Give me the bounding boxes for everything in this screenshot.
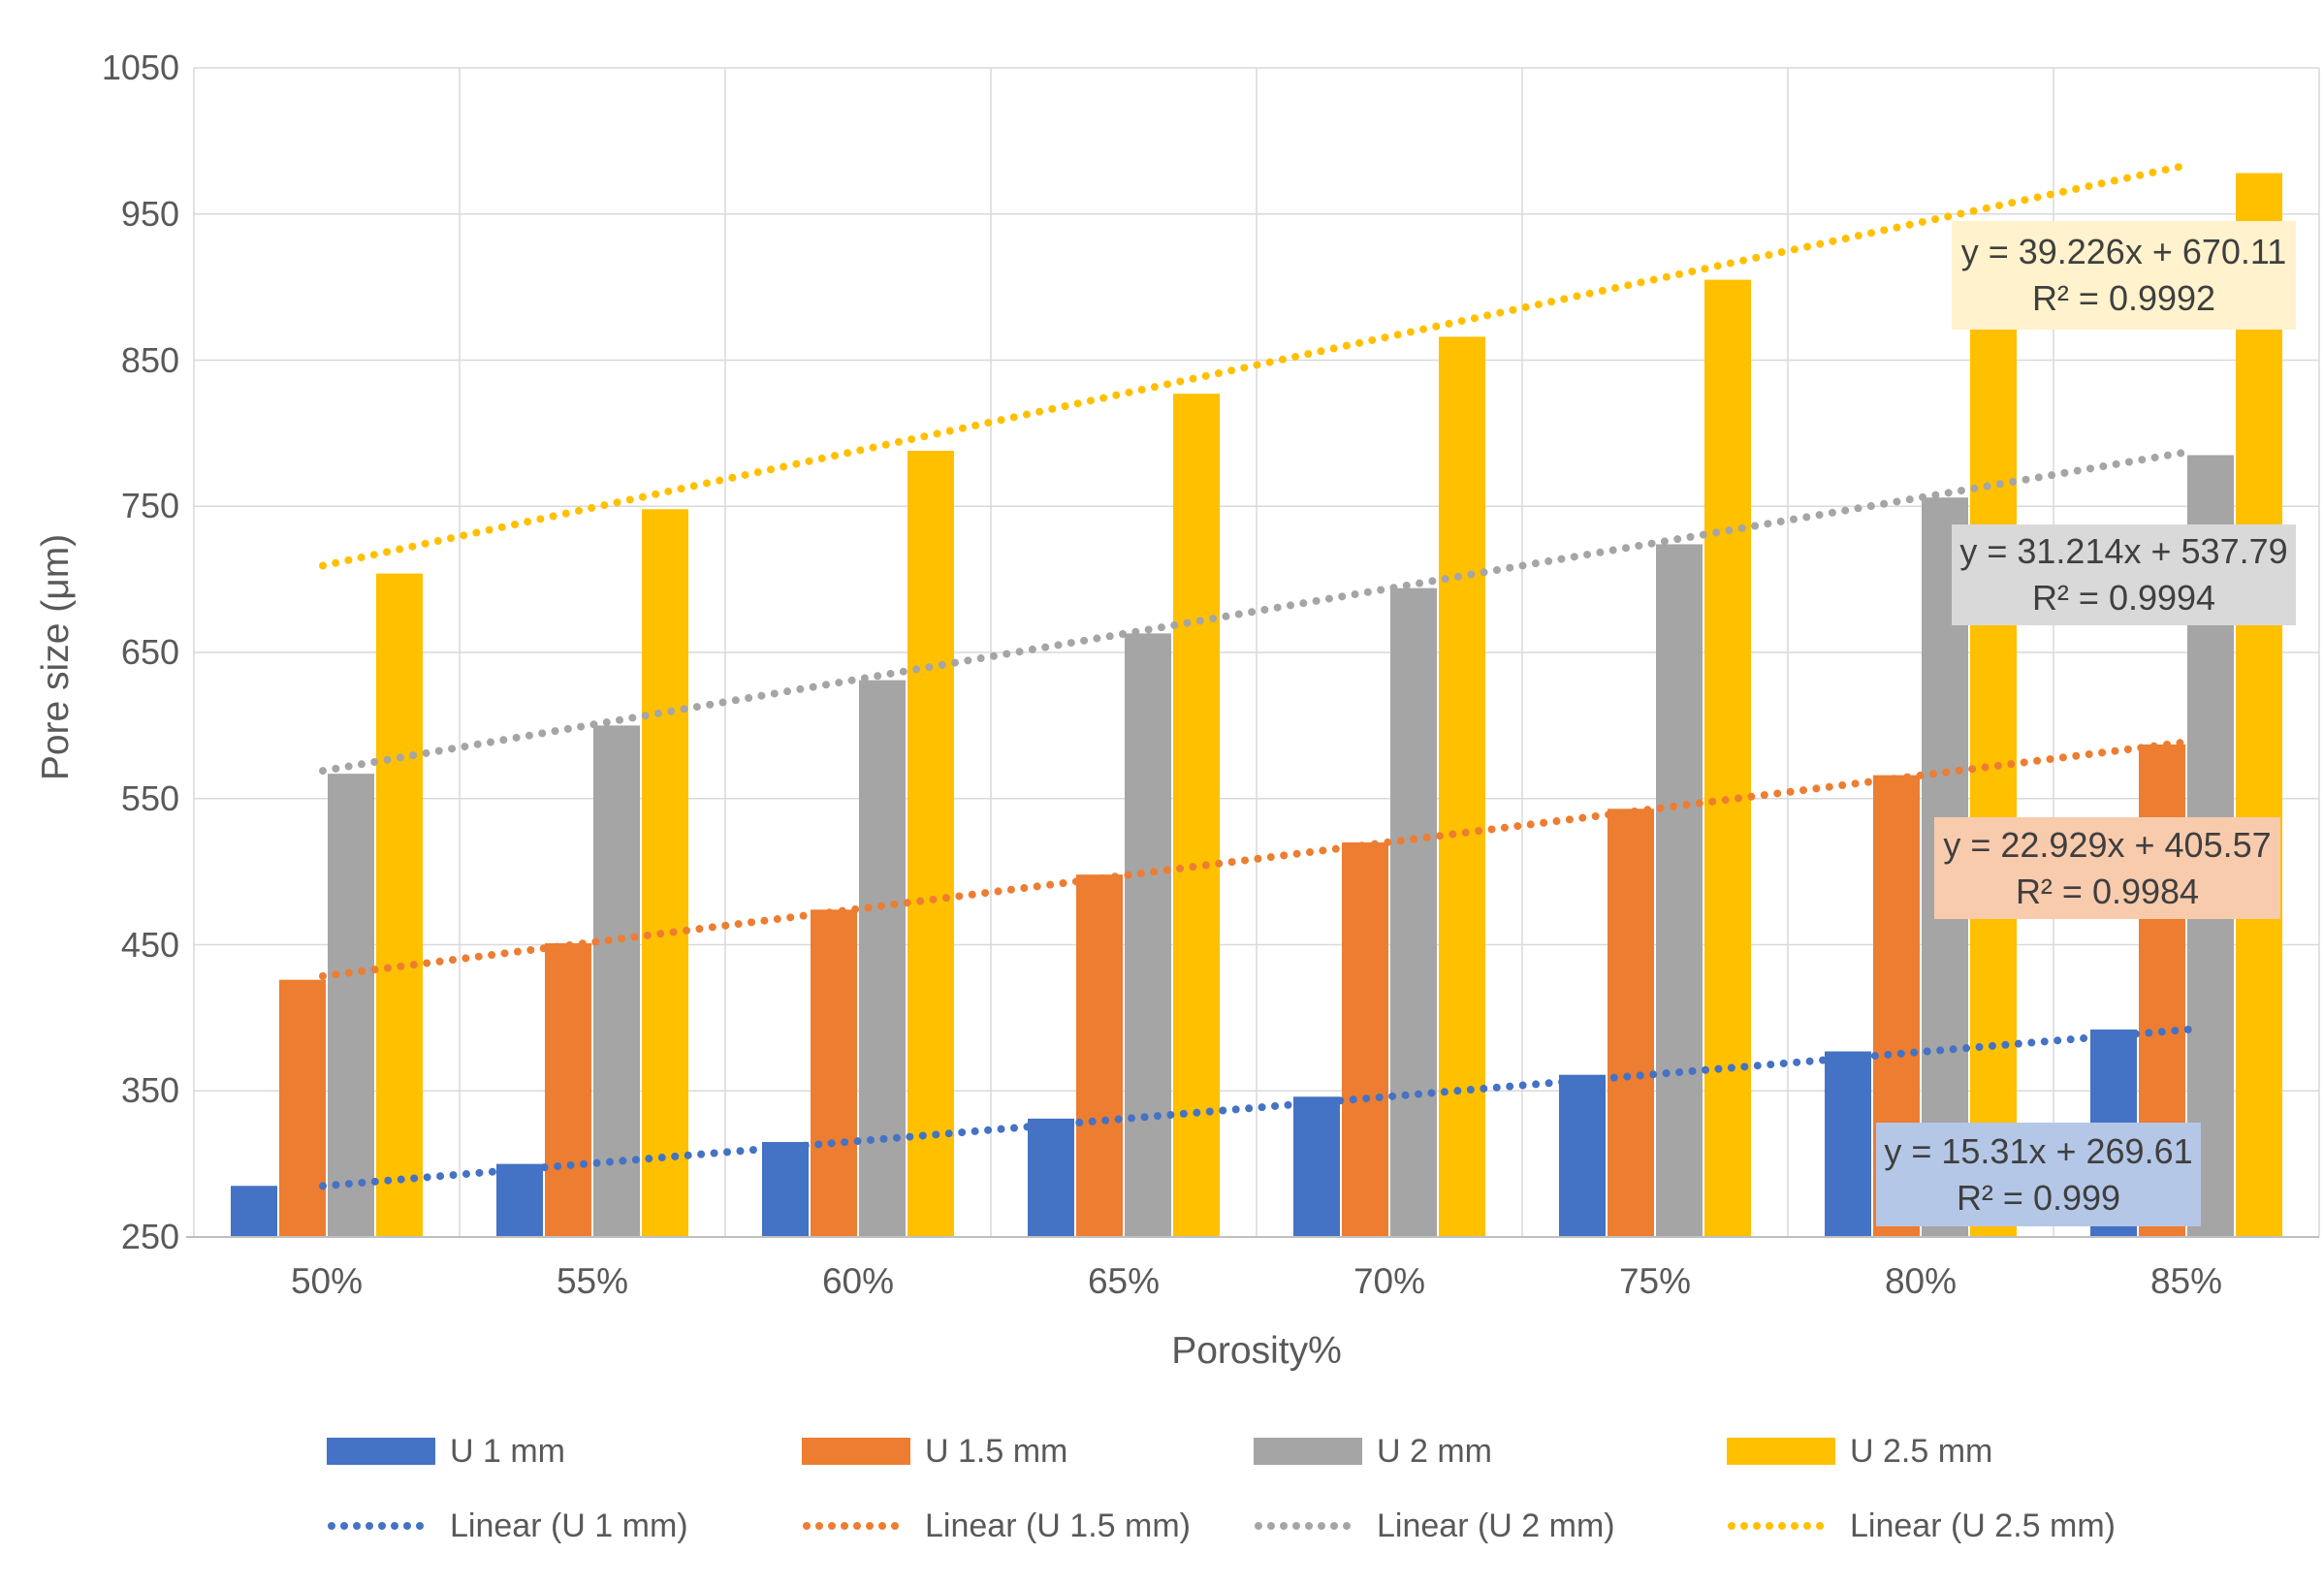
legend-item-u-1-mm: U 1 mm bbox=[327, 1434, 565, 1469]
trendline-equation-box-u2-5mm: y = 39.226x + 670.11 R² = 0.9992 bbox=[1952, 221, 2296, 330]
legend-label: U 1.5 mm bbox=[925, 1433, 1068, 1470]
legend-color-swatch bbox=[1727, 1438, 1835, 1465]
bar-u-2-5-mm-80% bbox=[1970, 225, 2017, 1237]
bar-u-2-5-mm-60% bbox=[907, 450, 954, 1238]
bar-u-1-5-mm-70% bbox=[1342, 841, 1388, 1237]
legend-linear-item-u-2-5-mm: Linear (U 2.5 mm) bbox=[1727, 1508, 2116, 1543]
legend-label: Linear (U 2.5 mm) bbox=[1850, 1507, 2116, 1544]
equation-text: y = 31.214x + 537.79 bbox=[1959, 531, 2288, 571]
bar-u-2-5-mm-85% bbox=[2236, 173, 2282, 1237]
legend-linear-item-u-1-5-mm: Linear (U 1.5 mm) bbox=[802, 1508, 1191, 1543]
trendline-u-2-mm bbox=[319, 447, 2194, 776]
trendline-u-2-5-mm bbox=[319, 160, 2194, 570]
y-tick-label: 550 bbox=[120, 777, 179, 818]
bar-u-1-5-mm-75% bbox=[1608, 809, 1654, 1237]
bar-u-1-mm-60% bbox=[762, 1142, 809, 1237]
bar-u-2-mm-55% bbox=[593, 725, 640, 1237]
bar-u-2-5-mm-50% bbox=[376, 573, 423, 1237]
legend-linear-item-u-2-mm: Linear (U 2 mm) bbox=[1254, 1508, 1615, 1543]
x-tick-label: 85% bbox=[2149, 1261, 2223, 1301]
x-axis-title: Porosity% bbox=[1171, 1330, 1342, 1372]
r-squared-text: R² = 0.9994 bbox=[2031, 578, 2216, 618]
x-tick-label: 55% bbox=[556, 1261, 629, 1301]
r-squared-text: R² = 0.999 bbox=[1956, 1177, 2121, 1218]
bar-u-1-5-mm-55% bbox=[545, 942, 591, 1237]
legend-dotted-line-swatch bbox=[1728, 1522, 1834, 1530]
legend-dotted-line-swatch bbox=[1255, 1522, 1361, 1530]
equation-text: y = 39.226x + 670.11 bbox=[1960, 232, 2287, 271]
bar-u-2-5-mm-75% bbox=[1704, 279, 1751, 1237]
legend-color-swatch bbox=[802, 1438, 910, 1465]
x-tick-label: 65% bbox=[1087, 1261, 1161, 1301]
bar-u-1-mm-75% bbox=[1559, 1074, 1606, 1237]
bar-u-1-5-mm-50% bbox=[279, 979, 326, 1237]
legend-color-swatch bbox=[1254, 1438, 1362, 1465]
legend-color-swatch bbox=[327, 1438, 435, 1465]
legend-label: U 2.5 mm bbox=[1850, 1433, 1993, 1470]
bar-u-2-mm-60% bbox=[859, 680, 906, 1237]
bar-u-1-5-mm-60% bbox=[811, 909, 857, 1237]
legend-dotted-line-swatch bbox=[328, 1522, 434, 1530]
legend-dotted-line-swatch bbox=[803, 1522, 909, 1530]
bar-u-2-mm-65% bbox=[1125, 633, 1171, 1237]
bar-u-1-mm-55% bbox=[496, 1163, 543, 1237]
legend-linear-item-u-1-mm: Linear (U 1 mm) bbox=[327, 1508, 688, 1543]
y-tick-label: 1050 bbox=[101, 48, 179, 87]
legend-label: Linear (U 1 mm) bbox=[450, 1507, 688, 1544]
bar-u-1-mm-50% bbox=[231, 1186, 277, 1237]
bar-u-2-mm-50% bbox=[328, 774, 374, 1237]
legend-item-u-2-mm: U 2 mm bbox=[1254, 1434, 1492, 1469]
y-tick-label: 250 bbox=[120, 1217, 179, 1256]
trendline-equation-box-u1-5mm: y = 22.929x + 405.57 R² = 0.9984 bbox=[1934, 817, 2280, 919]
x-tick-label: 60% bbox=[821, 1261, 895, 1301]
bar-u-2-5-mm-65% bbox=[1173, 394, 1220, 1237]
x-tick-label: 70% bbox=[1353, 1261, 1426, 1301]
legend-label: Linear (U 1.5 mm) bbox=[925, 1507, 1191, 1544]
bar-u-2-mm-75% bbox=[1656, 544, 1703, 1237]
y-tick-label: 850 bbox=[120, 339, 179, 380]
r-squared-text: R² = 0.9984 bbox=[2015, 871, 2200, 911]
bar-u-1-mm-70% bbox=[1293, 1096, 1340, 1237]
y-tick-label: 350 bbox=[120, 1070, 179, 1111]
y-tick-label: 950 bbox=[120, 193, 179, 234]
x-tick-label: 50% bbox=[290, 1261, 364, 1301]
equation-text: y = 22.929x + 405.57 bbox=[1943, 824, 2272, 865]
trendline-u-1-5-mm bbox=[319, 737, 2194, 980]
r-squared-text: R² = 0.9992 bbox=[2031, 278, 2216, 318]
y-tick-label: 650 bbox=[120, 632, 179, 672]
bar-u-1-mm-80% bbox=[1825, 1051, 1871, 1237]
trendline-equation-box-u1mm: y = 15.31x + 269.61 R² = 0.999 bbox=[1876, 1123, 2201, 1226]
y-axis-title: Pore size (μm) bbox=[35, 533, 77, 781]
y-tick-label: 750 bbox=[120, 486, 179, 526]
equation-text: y = 15.31x + 269.61 bbox=[1884, 1130, 2193, 1171]
bar-u-2-5-mm-55% bbox=[642, 509, 688, 1237]
legend-label: U 1 mm bbox=[450, 1433, 565, 1470]
legend-label: U 2 mm bbox=[1377, 1433, 1492, 1470]
x-tick-label: 80% bbox=[1884, 1261, 1958, 1301]
y-tick-label: 450 bbox=[120, 924, 179, 965]
trendline-equation-box-u2mm: y = 31.214x + 537.79 R² = 0.9994 bbox=[1952, 524, 2296, 625]
bar-u-2-5-mm-70% bbox=[1439, 336, 1485, 1237]
bar-u-1-5-mm-65% bbox=[1076, 874, 1123, 1237]
legend-item-u-2-5-mm: U 2.5 mm bbox=[1727, 1434, 1992, 1469]
trendline-u-1-mm bbox=[319, 1025, 2194, 1190]
legend-label: Linear (U 2 mm) bbox=[1377, 1507, 1615, 1544]
bar-u-1-mm-65% bbox=[1028, 1118, 1074, 1237]
bar-u-2-mm-70% bbox=[1390, 587, 1437, 1237]
legend-item-u-1-5-mm: U 1.5 mm bbox=[802, 1434, 1067, 1469]
x-tick-label: 75% bbox=[1618, 1261, 1692, 1301]
